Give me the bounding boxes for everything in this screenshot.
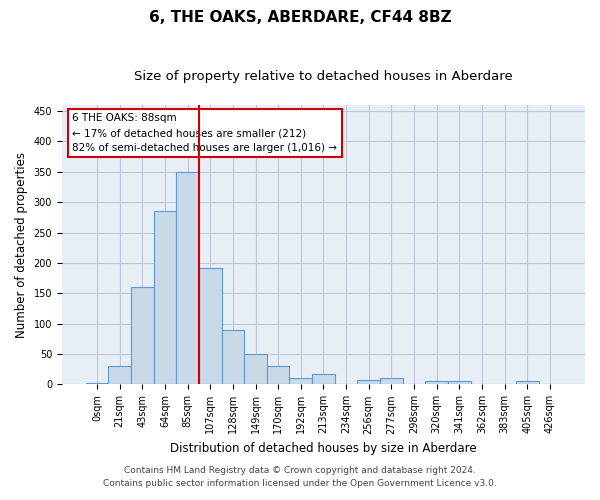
- Bar: [131, 287, 154, 384]
- Bar: [448, 382, 470, 384]
- Bar: [516, 382, 539, 384]
- Bar: [358, 380, 380, 384]
- Y-axis label: Number of detached properties: Number of detached properties: [15, 152, 28, 338]
- Text: 6 THE OAKS: 88sqm
← 17% of detached houses are smaller (212)
82% of semi-detache: 6 THE OAKS: 88sqm ← 17% of detached hous…: [73, 114, 337, 153]
- Bar: [312, 374, 335, 384]
- Bar: [267, 366, 289, 384]
- Bar: [289, 378, 312, 384]
- Title: Size of property relative to detached houses in Aberdare: Size of property relative to detached ho…: [134, 70, 513, 83]
- Bar: [425, 382, 448, 384]
- Bar: [244, 354, 267, 384]
- Bar: [86, 383, 109, 384]
- Bar: [109, 366, 131, 384]
- Text: Contains HM Land Registry data © Crown copyright and database right 2024.
Contai: Contains HM Land Registry data © Crown c…: [103, 466, 497, 487]
- Text: 6, THE OAKS, ABERDARE, CF44 8BZ: 6, THE OAKS, ABERDARE, CF44 8BZ: [149, 10, 451, 25]
- Bar: [154, 212, 176, 384]
- Bar: [199, 268, 221, 384]
- Bar: [176, 172, 199, 384]
- Bar: [221, 330, 244, 384]
- X-axis label: Distribution of detached houses by size in Aberdare: Distribution of detached houses by size …: [170, 442, 477, 455]
- Bar: [380, 378, 403, 384]
